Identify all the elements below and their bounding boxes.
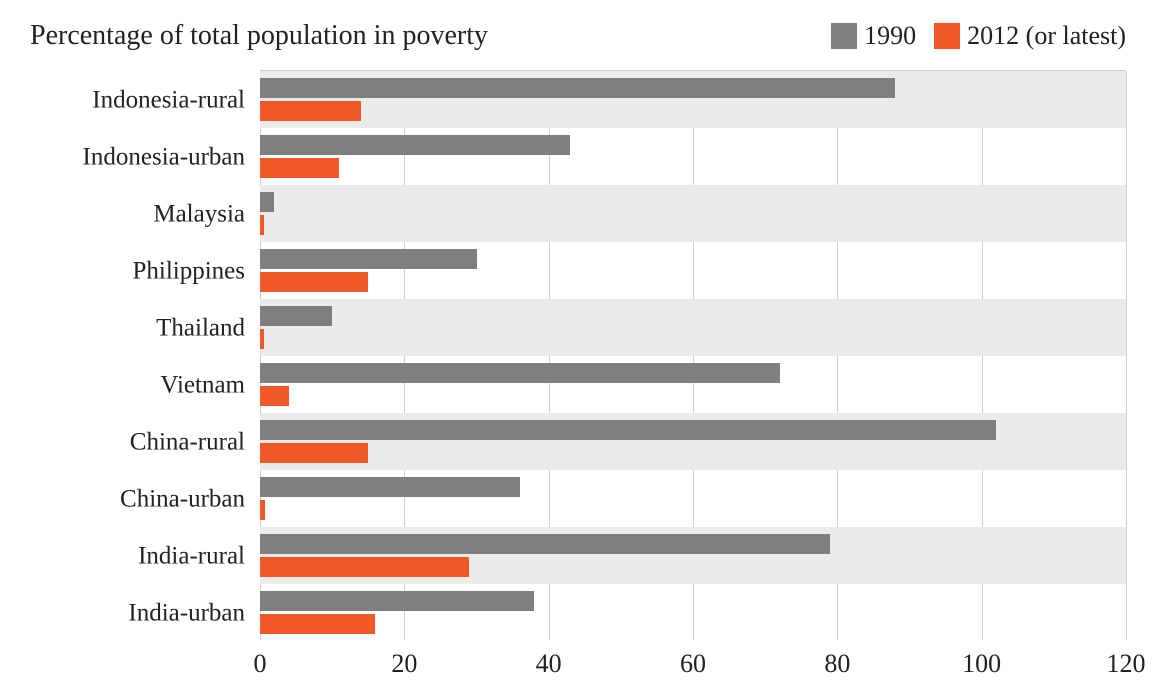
bar-1990 (260, 420, 996, 440)
bar-1990 (260, 363, 780, 383)
gridline (1126, 71, 1127, 640)
chart-rows: Indonesia-ruralIndonesia-urbanMalaysiaPh… (260, 71, 1126, 641)
legend-item-1990: 1990 (831, 21, 916, 51)
legend-label-1990: 1990 (864, 21, 916, 51)
category-label: China-rural (25, 428, 245, 456)
x-tick-label: 120 (1107, 649, 1146, 679)
chart-row: Malaysia (260, 185, 1126, 242)
legend-label-2012: 2012 (or latest) (967, 21, 1126, 51)
bar-2012 (260, 443, 368, 463)
chart-row: Vietnam (260, 356, 1126, 413)
category-label: China-urban (25, 485, 245, 513)
x-tick-label: 80 (824, 649, 850, 679)
bar-2012 (260, 614, 375, 634)
bar-2012 (260, 215, 264, 235)
chart-plot-area: Indonesia-ruralIndonesia-urbanMalaysiaPh… (260, 70, 1126, 640)
bar-2012 (260, 101, 361, 121)
legend-item-2012: 2012 (or latest) (934, 21, 1126, 51)
bar-2012 (260, 500, 265, 520)
category-label: Vietnam (25, 371, 245, 399)
bar-2012 (260, 557, 469, 577)
category-label: India-rural (25, 542, 245, 570)
chart-title: Percentage of total population in povert… (30, 20, 488, 52)
bar-2012 (260, 386, 289, 406)
chart-legend: 1990 2012 (or latest) (831, 21, 1126, 51)
bar-1990 (260, 192, 274, 212)
chart-row: China-rural (260, 413, 1126, 470)
x-tick-label: 60 (680, 649, 706, 679)
chart-header: Percentage of total population in povert… (30, 20, 1126, 52)
bar-1990 (260, 534, 830, 554)
chart-row: Indonesia-urban (260, 128, 1126, 185)
x-tick-label: 20 (391, 649, 417, 679)
category-label: Indonesia-rural (25, 86, 245, 114)
chart-row: Thailand (260, 299, 1126, 356)
category-label: Thailand (25, 314, 245, 342)
bar-1990 (260, 249, 477, 269)
bar-1990 (260, 591, 534, 611)
bar-1990 (260, 306, 332, 326)
legend-swatch-2012 (934, 23, 960, 49)
legend-swatch-1990 (831, 23, 857, 49)
x-tick-label: 0 (254, 649, 267, 679)
bar-2012 (260, 329, 264, 349)
bar-1990 (260, 78, 895, 98)
bar-2012 (260, 272, 368, 292)
bar-1990 (260, 135, 570, 155)
category-label: Philippines (25, 257, 245, 285)
chart-row: China-urban (260, 470, 1126, 527)
x-tick-label: 40 (536, 649, 562, 679)
chart-row: Philippines (260, 242, 1126, 299)
chart-row: India-rural (260, 527, 1126, 584)
x-tick-label: 100 (962, 649, 1001, 679)
bar-2012 (260, 158, 339, 178)
chart-row: India-urban (260, 584, 1126, 641)
category-label: India-urban (25, 599, 245, 627)
x-axis: 020406080100120 (260, 641, 1126, 681)
chart-row: Indonesia-rural (260, 71, 1126, 128)
bar-1990 (260, 477, 520, 497)
category-label: Malaysia (25, 200, 245, 228)
category-label: Indonesia-urban (25, 143, 245, 171)
